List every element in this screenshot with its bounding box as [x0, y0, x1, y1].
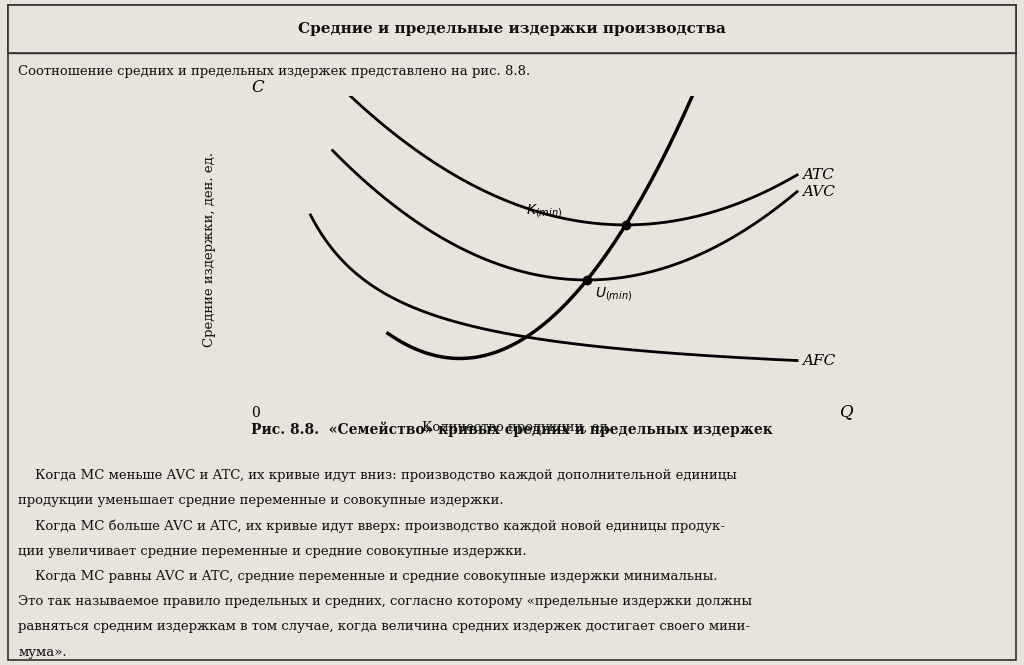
- Text: 0: 0: [251, 406, 259, 420]
- Text: Средние и предельные издержки производства: Средние и предельные издержки производст…: [298, 22, 726, 37]
- Text: Когда MC равны AVC и ATC, средние переменные и средние совокупные издержки миним: Когда MC равны AVC и ATC, средние переме…: [18, 570, 718, 583]
- Text: Соотношение средних и предельных издержек представлено на рис. 8.8.: Соотношение средних и предельных издерже…: [18, 65, 530, 78]
- Text: Когда MC меньше AVC и ATC, их кривые идут вниз: производство каждой дополнительн: Когда MC меньше AVC и ATC, их кривые иду…: [18, 469, 737, 482]
- Text: Средние издержки, ден. ед.: Средние издержки, ден. ед.: [204, 152, 216, 347]
- Text: Это так называемое правило предельных и средних, согласно которому «предельные и: Это так называемое правило предельных и …: [18, 595, 753, 608]
- Text: ATC: ATC: [803, 168, 835, 182]
- Text: мума».: мума».: [18, 646, 67, 659]
- Text: AFC: AFC: [803, 354, 836, 368]
- Text: равняться средним издержкам в том случае, когда величина средних издержек достиг: равняться средним издержкам в том случае…: [18, 620, 751, 634]
- Text: продукции уменьшает средние переменные и совокупные издержки.: продукции уменьшает средние переменные и…: [18, 494, 504, 507]
- Text: Q: Q: [840, 403, 854, 420]
- Text: ции увеличивает средние переменные и средние совокупные издержки.: ции увеличивает средние переменные и сре…: [18, 545, 527, 558]
- Text: Когда MC больше AVC и ATC, их кривые идут вверх: производство каждой новой едини: Когда MC больше AVC и ATC, их кривые иду…: [18, 519, 725, 533]
- Text: Рис. 8.8.  «Семейство» кривых средних и предельных издержек: Рис. 8.8. «Семейство» кривых средних и п…: [251, 421, 773, 437]
- Text: AVC: AVC: [803, 185, 836, 199]
- Bar: [8, 5, 1016, 53]
- Text: $U_{(min)}$: $U_{(min)}$: [595, 285, 633, 303]
- Text: Количество продукции, ед.: Количество продукции, ед.: [422, 421, 612, 434]
- Text: $K_{(min)}$: $K_{(min)}$: [526, 202, 562, 220]
- Text: C: C: [252, 78, 264, 96]
